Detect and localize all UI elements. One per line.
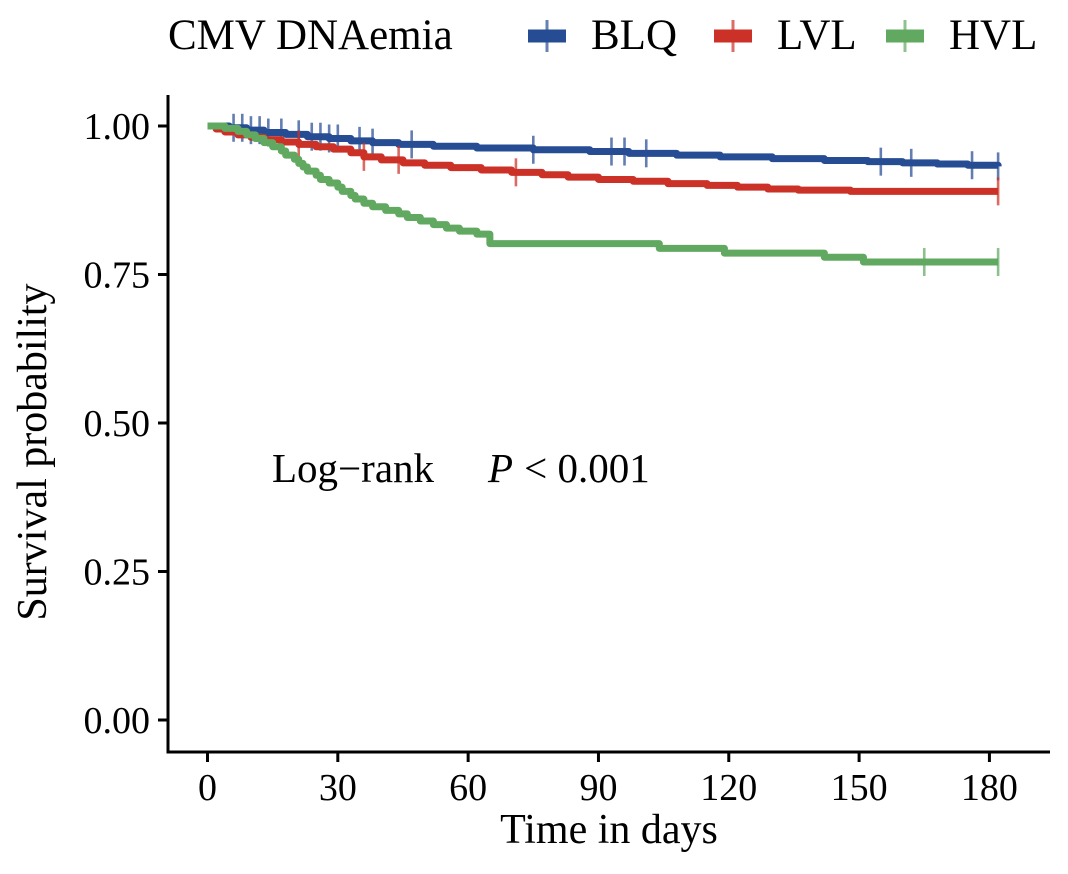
legend-label-HVL: HVL [949, 12, 1038, 59]
legend-label-LVL: LVL [777, 12, 857, 59]
legend-key-LVL [714, 20, 752, 52]
logrank-label: Log−rank [272, 445, 435, 491]
x-tick-label: 180 [961, 767, 1018, 809]
logrank-annotation: Log−rank P < 0.001 [272, 444, 650, 492]
legend-item-LVL: LVL [713, 12, 857, 60]
x-axis-title: Time in days [500, 807, 718, 853]
x-tick-label: 150 [831, 767, 888, 809]
survival-curve-HVL [207, 122, 999, 266]
legend-key-HVL [886, 20, 924, 52]
y-tick-label: 0.25 [84, 552, 151, 594]
legend-label-BLQ: BLQ [591, 12, 677, 59]
legend-key-BLQ [528, 20, 566, 52]
x-tick-label: 60 [449, 767, 487, 809]
x-tick-label: 30 [319, 767, 357, 809]
p-symbol: P [488, 445, 514, 491]
legend-title: CMV DNAemia [168, 12, 453, 59]
p-value: < 0.001 [524, 445, 650, 491]
x-tick-label: 120 [700, 767, 757, 809]
y-tick-label: 0.75 [84, 255, 151, 297]
y-tick-label: 0.00 [84, 700, 151, 742]
y-tick-label: 1.00 [84, 106, 151, 148]
y-tick-label: 0.50 [84, 403, 151, 445]
y-axis-title: Survival probability [10, 283, 56, 621]
legend-item-HVL: HVL [885, 12, 1037, 60]
x-tick-label: 90 [579, 767, 617, 809]
x-tick-label: 0 [198, 767, 217, 809]
legend-item-BLQ: BLQ [527, 12, 677, 60]
